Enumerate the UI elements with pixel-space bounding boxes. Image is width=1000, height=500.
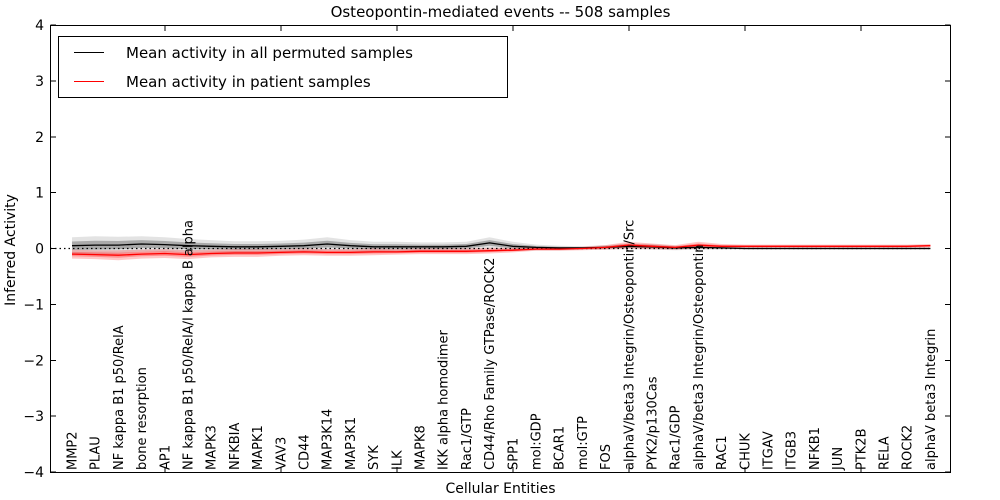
x-tick-label: JUN <box>831 447 846 471</box>
x-tick-label: FOS <box>599 444 614 470</box>
x-tick-label: RAC1 <box>715 435 730 470</box>
x-tick-label: MAP3K1 <box>344 417 359 470</box>
y-tick-label: −1 <box>23 297 44 313</box>
x-tick-label: NFKBIA <box>228 423 243 470</box>
x-tick-label: AP1 <box>158 445 173 470</box>
x-tick-label: mol:GTP <box>576 416 591 470</box>
y-tick-label: 0 <box>35 242 44 258</box>
x-tick-label: alphaV beta3 Integrin <box>924 329 939 470</box>
x-tick-label: CD44/Rho Family GTPase/ROCK2 <box>483 258 498 470</box>
x-tick-label: ITGAV <box>762 431 777 470</box>
x-tick-label: NFKB1 <box>808 427 823 470</box>
x-tick-label: MMP2 <box>66 431 81 470</box>
legend-item-patient: Mean activity in patient samples <box>59 67 507 96</box>
legend: Mean activity in all permuted samples Me… <box>58 36 508 98</box>
x-tick-label: MAPK8 <box>414 425 429 470</box>
x-tick-label: MAP3K14 <box>321 409 336 470</box>
x-tick-label: SYK <box>367 445 382 470</box>
x-tick-label: ITGB3 <box>785 431 800 470</box>
x-tick-label: BCAR1 <box>553 426 568 470</box>
x-tick-label: mol:GDP <box>530 413 545 470</box>
legend-line-red-icon <box>74 81 104 82</box>
x-tick-label: Rac1/GDP <box>669 405 684 470</box>
legend-line-black-icon <box>74 52 104 53</box>
y-tick-label: 4 <box>35 18 44 34</box>
legend-label-patient: Mean activity in patient samples <box>126 72 371 91</box>
x-tick-label: CD44 <box>298 434 313 470</box>
legend-item-permuted: Mean activity in all permuted samples <box>59 38 507 67</box>
axes-spines <box>50 24 951 473</box>
x-tick-label: PLAU <box>89 436 104 470</box>
y-tick-labels: 4 3 2 1 0 −1 −2 −3 −4 <box>23 18 44 481</box>
x-tick-label: MAPK3 <box>205 425 220 470</box>
x-tick-label: bone resorption <box>135 367 150 470</box>
y-tick-label: −2 <box>23 353 44 369</box>
x-tick-label: RELA <box>878 436 893 470</box>
line-series-1 <box>71 244 931 256</box>
x-tick-label: IKK alpha homodimer <box>437 329 452 470</box>
y-tick-label: 3 <box>35 74 44 90</box>
x-axis-label: Cellular Entities <box>445 481 556 497</box>
x-tick-label: alphaV/beta3 Integrin/Osteopontin/Src <box>622 220 637 470</box>
series-lines <box>71 242 931 256</box>
line-series-0 <box>71 242 931 250</box>
x-tick-label: NF kappa B1 p50/RelA <box>112 325 127 470</box>
x-tick-label: PTK2B <box>854 429 869 471</box>
y-tick-label: −4 <box>23 465 44 481</box>
x-tick-label: CHUK <box>738 433 753 470</box>
x-tick-label: VAV3 <box>274 437 289 470</box>
y-tick-label: 2 <box>35 130 44 146</box>
x-tick-label: ROCK2 <box>901 425 916 470</box>
legend-label-permuted: Mean activity in all permuted samples <box>126 43 413 62</box>
x-tick-label: SPP1 <box>506 438 521 470</box>
x-tick-label: PYK2/p130Cas <box>646 376 661 470</box>
x-tick-label: NF kappa B1 p50/RelA/I kappa B alpha <box>182 220 197 470</box>
y-axis-label: Inferred Activity <box>3 194 19 306</box>
x-tick-label: alphaV/beta3 Integrin/Osteopontin <box>692 245 707 470</box>
x-tick-label: Rac1/GTP <box>460 408 475 470</box>
x-tick-label: MAPK1 <box>251 425 266 470</box>
y-tick-label: 1 <box>35 186 44 202</box>
x-tick-label: ILK <box>390 450 405 470</box>
chart-title: Osteopontin-mediated events -- 508 sampl… <box>330 3 671 21</box>
x-category-labels: MMP2 PLAU NF kappa B1 p50/RelA bone resorpt… <box>66 220 939 471</box>
y-tick-label: −3 <box>23 409 44 425</box>
